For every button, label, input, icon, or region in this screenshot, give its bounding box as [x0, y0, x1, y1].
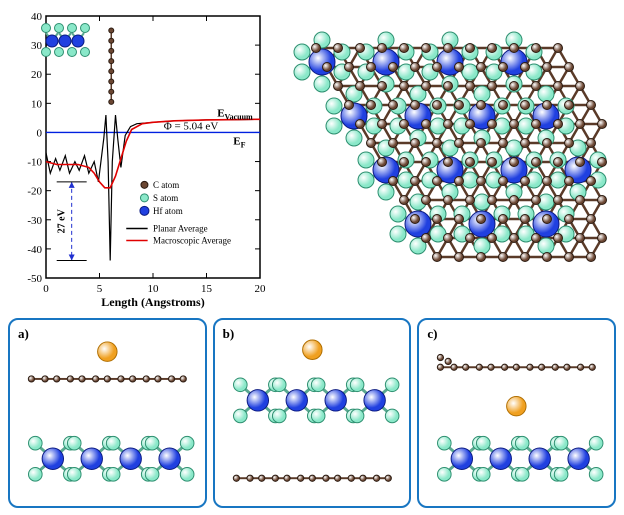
svg-text:S atom: S atom — [153, 193, 178, 203]
panel-b: b) — [213, 318, 412, 508]
svg-text:0: 0 — [43, 283, 49, 295]
svg-text:-20: -20 — [27, 186, 42, 198]
svg-text:15: 15 — [201, 283, 213, 295]
panel-a: a) — [8, 318, 207, 508]
svg-text:-30: -30 — [27, 215, 42, 227]
svg-text:Planar Average: Planar Average — [153, 224, 208, 234]
svg-text:Length (Angstroms): Length (Angstroms) — [101, 295, 204, 309]
svg-text:27 eV: 27 eV — [57, 208, 68, 233]
svg-text:Φ = 5.04 eV: Φ = 5.04 eV — [164, 120, 219, 132]
svg-text:Hf atom: Hf atom — [153, 206, 183, 216]
svg-text:20: 20 — [31, 69, 43, 81]
svg-text:C atom: C atom — [153, 180, 179, 190]
config-panels: a) b) c) — [8, 318, 616, 508]
svg-text:10: 10 — [148, 283, 160, 295]
lattice-3d-top-view — [286, 18, 616, 298]
svg-text:10: 10 — [31, 98, 43, 110]
panel-c: c) — [417, 318, 616, 508]
svg-text:20: 20 — [255, 283, 267, 295]
svg-text:0: 0 — [37, 127, 43, 139]
potential-chart: 0 5 10 15 20 -50 -40 -30 -20 -10 0 10 20 30 40 Length (… — [8, 8, 268, 310]
panel-label: b) — [223, 326, 235, 342]
svg-text:30: 30 — [31, 40, 43, 52]
svg-text:5: 5 — [97, 283, 103, 295]
svg-text:-50: -50 — [27, 273, 42, 285]
svg-text:40: 40 — [31, 11, 43, 23]
svg-text:-40: -40 — [27, 244, 42, 256]
panel-label: a) — [18, 326, 29, 342]
svg-text:Macroscopic Average: Macroscopic Average — [153, 236, 231, 246]
svg-text:-10: -10 — [27, 157, 42, 169]
panel-label: c) — [427, 326, 437, 342]
